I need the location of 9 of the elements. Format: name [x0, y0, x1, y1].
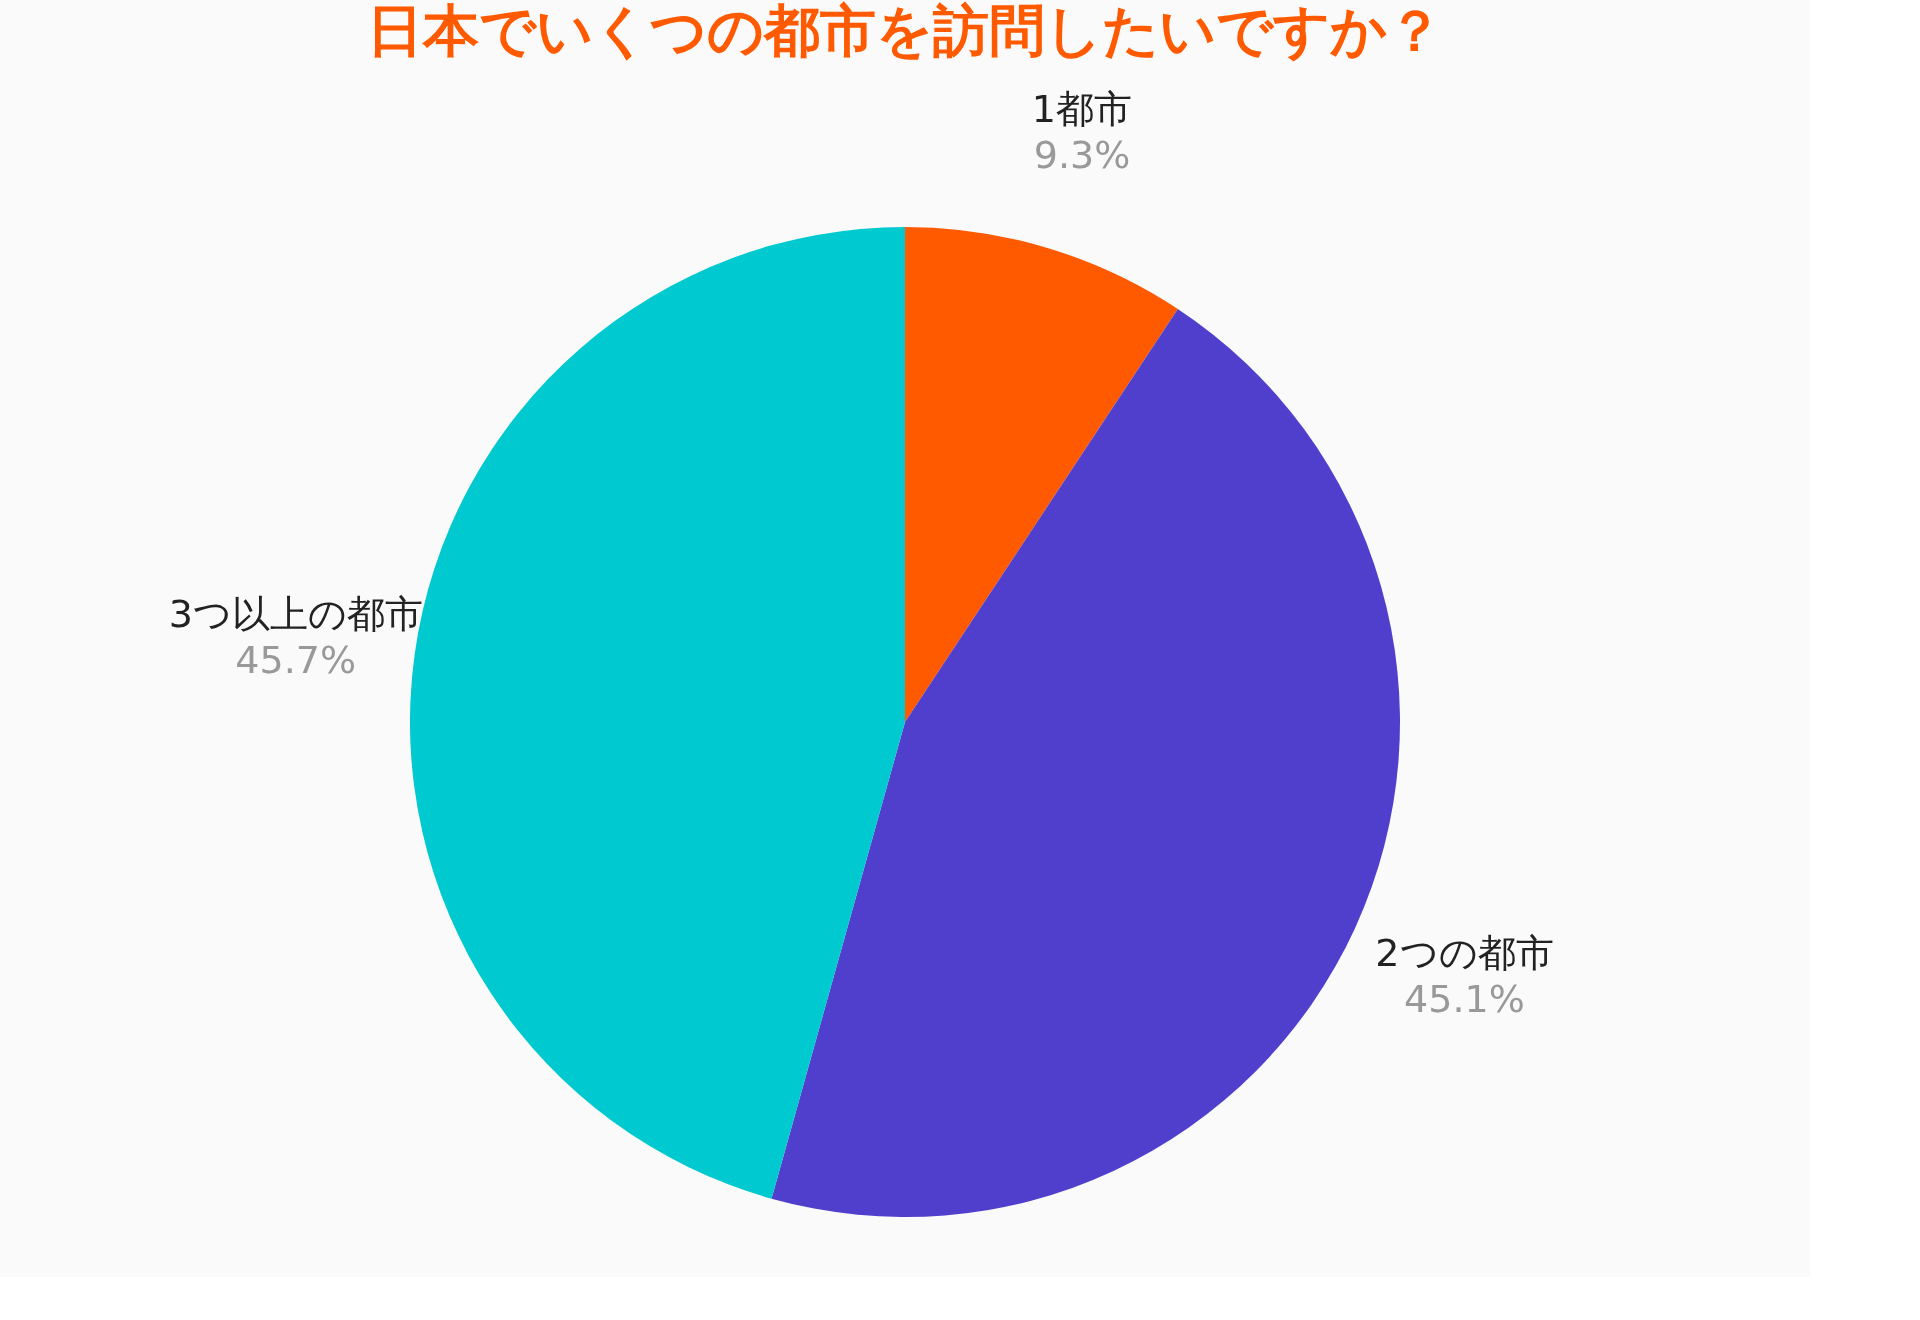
- pie-slice: [905, 227, 1178, 722]
- pie-slice: [771, 308, 1400, 1217]
- data-label: 45.7%: [235, 638, 357, 683]
- data-label: 45.1%: [1404, 977, 1525, 1022]
- slice-label: 1都市: [1031, 87, 1133, 132]
- chart-title: 日本でいくつの都市を訪問したいですか？: [367, 0, 1443, 64]
- slice-label: 2つの都市: [1375, 931, 1554, 976]
- data-label: 9.3%: [1033, 133, 1131, 178]
- slice-label: 3つ以上の都市: [168, 592, 423, 637]
